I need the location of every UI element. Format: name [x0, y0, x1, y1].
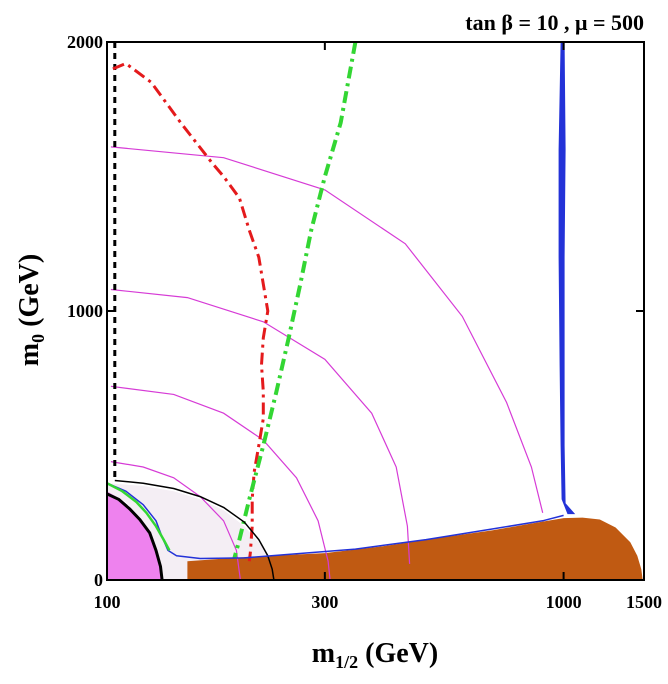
- chargino-limit-solid: [107, 492, 164, 580]
- y-axis-title-subscript: 0: [28, 334, 48, 343]
- plot-content: [107, 42, 643, 580]
- x-axis-title-subscript: 1/2: [335, 652, 358, 672]
- chart-title: tan β = 10 , μ = 500: [465, 10, 644, 35]
- x-axis-title: m1/2 (GeV): [312, 638, 438, 672]
- y-tick-label: 1000: [67, 301, 103, 321]
- x-tick-label: 300: [311, 592, 338, 612]
- x-axis-title-unit: (GeV): [358, 638, 438, 669]
- x-tick-label: 100: [94, 592, 121, 612]
- relic-density-band: [558, 42, 576, 515]
- stau-lsp-region: [187, 517, 643, 580]
- axes-layer: 100 300 1000 1500 0 1000 2000: [67, 32, 662, 612]
- y-tick-label: 0: [94, 570, 103, 590]
- higgs-contour-2: [110, 385, 331, 580]
- relic-thin-boundary: [107, 482, 564, 560]
- y-axis-title-unit: (GeV): [14, 254, 45, 334]
- plot-layer: [107, 42, 643, 580]
- x-tick-label: 1000: [546, 592, 582, 612]
- green-lower-boundary: [107, 482, 171, 551]
- higgs-contour-4: [110, 146, 544, 513]
- x-tick-label: 1500: [626, 592, 662, 612]
- outer-black-contour: [114, 479, 275, 580]
- y-axis-title-main: m: [14, 343, 45, 366]
- higgs-contour-3: [110, 288, 411, 564]
- bsgamma-limit: [232, 42, 358, 560]
- y-axis-title: m0 (GeV): [14, 254, 48, 366]
- higgs-mass-limit: [112, 62, 270, 562]
- y-tick-label: 2000: [67, 32, 103, 52]
- chargino-excluded-region: [107, 491, 163, 580]
- x-axis-title-main: m: [312, 638, 335, 669]
